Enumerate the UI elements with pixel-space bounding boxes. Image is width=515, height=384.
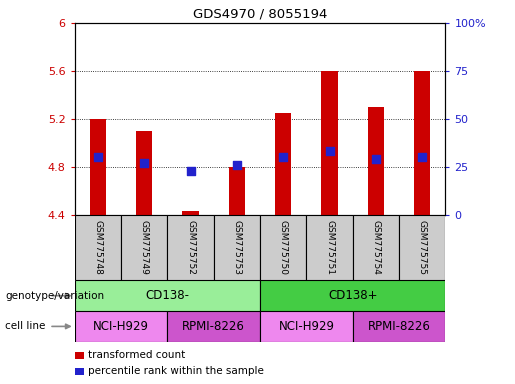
- Bar: [399, 215, 445, 280]
- Bar: [275, 113, 291, 215]
- Bar: [214, 215, 260, 280]
- Text: GSM775748: GSM775748: [93, 220, 102, 275]
- Bar: [75, 311, 167, 342]
- Text: genotype/variation: genotype/variation: [5, 291, 104, 301]
- Point: [372, 156, 380, 162]
- Point: [279, 154, 287, 161]
- Point: [325, 148, 334, 154]
- Title: GDS4970 / 8055194: GDS4970 / 8055194: [193, 7, 327, 20]
- Bar: [260, 280, 445, 311]
- Text: RPMI-8226: RPMI-8226: [368, 320, 431, 333]
- Bar: [414, 71, 431, 215]
- Text: GSM775753: GSM775753: [232, 220, 242, 275]
- Text: cell line: cell line: [5, 321, 45, 331]
- Text: percentile rank within the sample: percentile rank within the sample: [88, 366, 264, 376]
- Bar: [136, 131, 152, 215]
- Bar: [260, 215, 306, 280]
- Text: NCI-H929: NCI-H929: [93, 320, 149, 333]
- Bar: [167, 215, 214, 280]
- Bar: [90, 119, 106, 215]
- Text: CD138-: CD138-: [145, 289, 190, 302]
- Text: GSM775752: GSM775752: [186, 220, 195, 275]
- Point: [94, 154, 102, 161]
- Point: [233, 162, 241, 168]
- Text: RPMI-8226: RPMI-8226: [182, 320, 245, 333]
- Text: GSM775751: GSM775751: [325, 220, 334, 275]
- Bar: [229, 167, 245, 215]
- Bar: [368, 107, 384, 215]
- Bar: [75, 215, 121, 280]
- Text: transformed count: transformed count: [88, 350, 185, 360]
- Point: [418, 154, 426, 161]
- Text: GSM775755: GSM775755: [418, 220, 427, 275]
- Text: CD138+: CD138+: [328, 289, 377, 302]
- Bar: [75, 280, 260, 311]
- Point: [186, 167, 195, 174]
- Bar: [353, 311, 445, 342]
- Bar: [121, 215, 167, 280]
- Text: GSM775754: GSM775754: [371, 220, 381, 275]
- Bar: [306, 215, 353, 280]
- Bar: [182, 212, 199, 215]
- Bar: [167, 311, 260, 342]
- Bar: [353, 215, 399, 280]
- Text: NCI-H929: NCI-H929: [279, 320, 334, 333]
- Bar: [260, 311, 353, 342]
- Point: [140, 161, 148, 167]
- Text: GSM775749: GSM775749: [140, 220, 149, 275]
- Text: GSM775750: GSM775750: [279, 220, 288, 275]
- Bar: [321, 71, 338, 215]
